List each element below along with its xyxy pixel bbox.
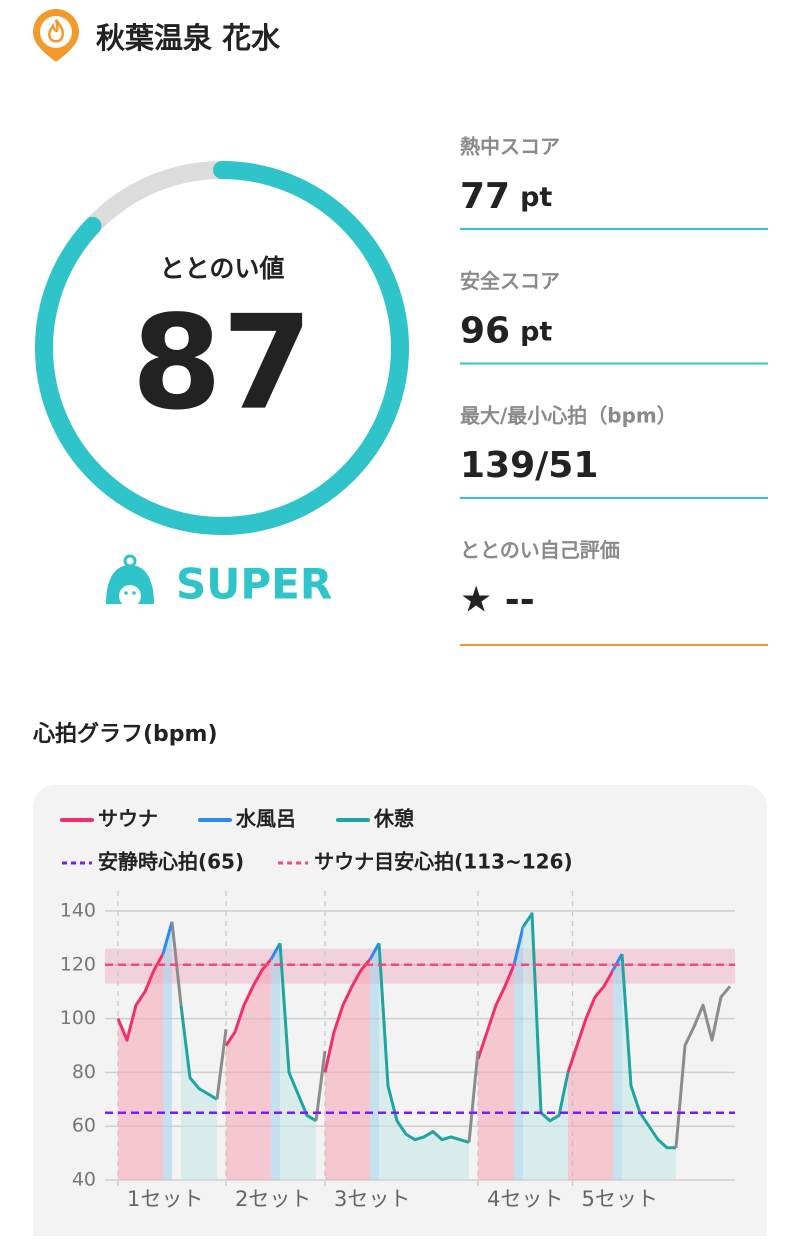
- series-line: [116, 953, 615, 1073]
- gauge-arc: [35, 161, 409, 535]
- y-tick-label: 100: [60, 1007, 96, 1029]
- set-label: 5セット: [582, 1187, 658, 1211]
- set-label: 3セット: [334, 1187, 410, 1211]
- set-label: 1セット: [127, 1187, 203, 1211]
- series-line: [179, 912, 676, 1150]
- score-label: ととのい値: [160, 254, 285, 283]
- legend-label: 水風呂: [235, 807, 296, 831]
- y-tick-label: 60: [72, 1115, 96, 1137]
- y-tick-label: 40: [72, 1169, 96, 1191]
- y-tick-label: 140: [60, 900, 96, 922]
- stat-value: 96 pt: [460, 311, 552, 352]
- chart-title: 心拍グラフ(bpm): [32, 721, 218, 747]
- legend-label: 休憩: [373, 807, 414, 831]
- series-line: [161, 921, 624, 971]
- legend-label: サウナ目安心拍(113~126): [314, 850, 573, 874]
- stat-unit: pt: [520, 316, 552, 347]
- series-area: [118, 954, 613, 1180]
- legend-label: サウナ: [98, 807, 158, 831]
- score-value: 87: [132, 287, 313, 439]
- stat-value: 77 pt: [460, 176, 552, 217]
- y-tick-label: 80: [72, 1061, 96, 1083]
- place-title: 秋葉温泉 花水: [96, 21, 281, 55]
- place-icon: [33, 9, 79, 62]
- set-label: 4セット: [487, 1187, 563, 1211]
- stat-label: 熱中スコア: [460, 135, 560, 159]
- rank-label: SUPER: [176, 560, 332, 609]
- stat-unit: pt: [520, 182, 552, 213]
- set-label: 2セット: [235, 1187, 311, 1211]
- series-line: [170, 921, 732, 1148]
- stat-label: 最大/最小心拍（bpm）: [460, 404, 677, 428]
- stat-label: 安全スコア: [460, 269, 560, 293]
- stat-label: ととのい自己評価: [460, 538, 620, 562]
- legend-label: 安静時心拍(65): [98, 850, 244, 874]
- target-band: [105, 948, 735, 984]
- rank-icon: [106, 554, 154, 607]
- series-area: [163, 921, 622, 1180]
- stat-value: ★ --: [460, 580, 535, 621]
- stat-value: 139/51: [460, 445, 598, 486]
- y-tick-label: 120: [60, 953, 96, 975]
